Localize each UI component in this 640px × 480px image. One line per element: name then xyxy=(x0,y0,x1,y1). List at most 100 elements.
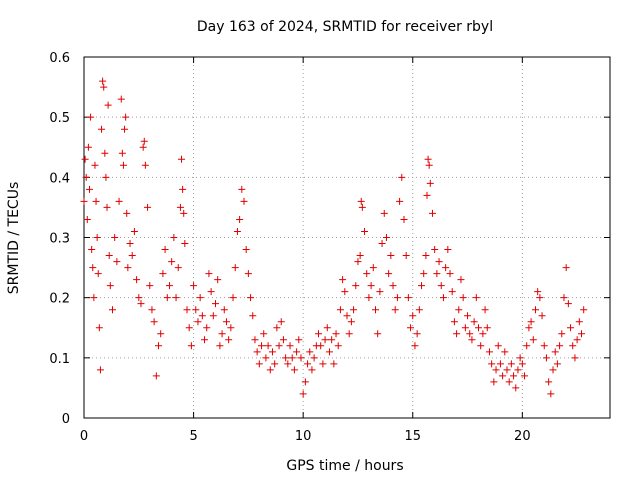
data-point xyxy=(103,203,111,211)
data-point xyxy=(472,294,480,302)
data-point xyxy=(81,155,89,163)
data-point xyxy=(323,324,331,332)
y-tick-label: 0.1 xyxy=(49,352,70,367)
data-point xyxy=(361,227,369,235)
data-point xyxy=(319,360,327,368)
data-point xyxy=(247,294,255,302)
data-point xyxy=(133,276,141,284)
data-point xyxy=(442,264,450,272)
data-point xyxy=(140,137,148,145)
data-point xyxy=(178,155,186,163)
grid-lines xyxy=(84,57,610,418)
data-point xyxy=(96,366,104,374)
data-point xyxy=(547,390,555,398)
y-tick-label: 0 xyxy=(62,412,70,427)
data-point xyxy=(196,294,204,302)
data-point xyxy=(387,252,395,260)
data-point xyxy=(304,360,312,368)
data-point xyxy=(569,342,577,350)
data-point xyxy=(225,336,233,344)
data-point xyxy=(92,197,100,205)
data-point xyxy=(146,282,154,290)
data-point xyxy=(91,161,99,169)
data-point xyxy=(253,348,261,356)
data-point xyxy=(139,143,147,151)
data-points xyxy=(80,77,588,398)
data-point xyxy=(356,252,364,260)
data-point xyxy=(251,336,259,344)
data-point xyxy=(273,324,281,332)
data-point xyxy=(98,125,106,133)
data-point xyxy=(531,306,539,314)
data-point xyxy=(212,300,219,308)
data-point xyxy=(123,209,131,217)
data-point xyxy=(126,240,134,248)
data-point xyxy=(101,149,109,157)
data-point xyxy=(222,318,230,326)
data-point xyxy=(207,288,215,296)
data-point xyxy=(181,240,189,248)
y-tick-label: 0.2 xyxy=(49,292,70,307)
data-point xyxy=(80,197,88,205)
data-point xyxy=(470,318,478,326)
data-point xyxy=(150,318,158,326)
data-point xyxy=(507,360,515,368)
data-point xyxy=(376,288,384,296)
data-point xyxy=(407,324,415,332)
data-point xyxy=(122,113,130,121)
data-point xyxy=(155,342,163,350)
data-point xyxy=(111,234,119,241)
data-point xyxy=(485,348,493,356)
plot-frame xyxy=(83,56,611,419)
data-point xyxy=(100,83,108,91)
data-point xyxy=(117,95,125,103)
data-point xyxy=(549,366,557,374)
y-axis-label: SRMTID / TECUs xyxy=(6,182,22,295)
data-point xyxy=(284,360,292,368)
x-tick-label: 10 xyxy=(295,429,312,444)
data-point xyxy=(453,330,461,338)
data-point xyxy=(85,185,93,193)
data-point xyxy=(293,348,301,356)
x-axis-label: GPS time / hours xyxy=(286,458,403,474)
data-point xyxy=(165,282,173,290)
data-point xyxy=(148,306,156,314)
data-point xyxy=(106,282,114,290)
data-point xyxy=(562,264,570,272)
data-point xyxy=(398,173,406,181)
data-point xyxy=(477,342,485,350)
chart-title: Day 163 of 2024, SRMTID for receiver rby… xyxy=(197,19,493,35)
data-point xyxy=(209,312,217,320)
data-point xyxy=(282,354,290,362)
data-point xyxy=(104,101,112,109)
data-point xyxy=(159,270,167,278)
data-point xyxy=(258,342,266,350)
data-point xyxy=(233,227,241,235)
x-tick-label: 5 xyxy=(189,429,197,444)
data-point xyxy=(468,336,476,344)
data-point xyxy=(418,282,426,290)
data-point xyxy=(94,270,102,278)
data-point xyxy=(556,342,564,350)
data-point xyxy=(121,125,129,133)
data-point xyxy=(301,378,309,386)
data-point xyxy=(124,264,132,272)
data-point xyxy=(87,113,95,121)
data-point xyxy=(231,264,239,272)
data-point xyxy=(218,330,226,338)
data-point xyxy=(501,348,509,356)
data-point xyxy=(240,197,248,205)
data-point xyxy=(216,342,224,350)
data-point xyxy=(534,288,542,296)
data-point xyxy=(516,354,524,362)
data-point xyxy=(220,306,228,314)
data-point xyxy=(262,354,270,362)
data-point xyxy=(308,366,316,374)
data-point xyxy=(492,366,500,374)
data-point xyxy=(161,246,169,254)
data-point xyxy=(102,173,110,181)
data-point xyxy=(180,209,188,217)
data-point xyxy=(277,318,285,326)
data-point xyxy=(238,185,246,193)
data-point xyxy=(396,197,404,205)
